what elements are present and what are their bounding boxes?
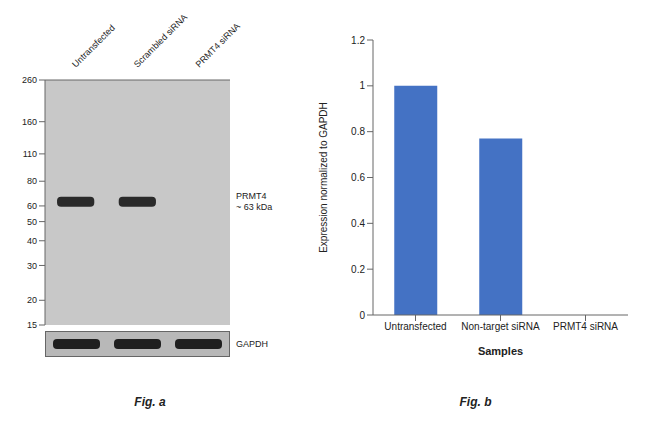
svg-text:0.8: 0.8 bbox=[351, 126, 365, 137]
svg-text:1: 1 bbox=[359, 80, 365, 91]
svg-text:0.6: 0.6 bbox=[351, 172, 365, 183]
svg-text:20: 20 bbox=[27, 295, 37, 305]
html-text:GAPDH: GAPDH bbox=[236, 339, 268, 349]
svg-text:80: 80 bbox=[27, 176, 37, 186]
svg-text:0: 0 bbox=[359, 310, 365, 321]
svg-text:160: 160 bbox=[22, 117, 37, 127]
svg-text:50: 50 bbox=[27, 217, 37, 227]
svg-text:60: 60 bbox=[27, 201, 37, 211]
svg-text:15: 15 bbox=[27, 320, 37, 330]
svg-text:Untransfected: Untransfected bbox=[70, 23, 117, 70]
svg-text:Samples: Samples bbox=[478, 345, 523, 357]
svg-text:Expression normalized to GAPDH: Expression normalized to GAPDH bbox=[318, 102, 329, 253]
svg-text:PRMT4~ 63 kDa: PRMT4~ 63 kDa bbox=[236, 191, 272, 212]
svg-text:PRMT4 siRNA: PRMT4 siRNA bbox=[194, 21, 242, 69]
svg-text:Untransfected: Untransfected bbox=[384, 321, 446, 332]
svg-text:0.4: 0.4 bbox=[351, 218, 365, 229]
svg-text:110: 110 bbox=[23, 149, 37, 159]
svg-text:0.2: 0.2 bbox=[351, 264, 365, 275]
svg-text:1.2: 1.2 bbox=[351, 35, 365, 46]
svg-text:30: 30 bbox=[27, 261, 37, 271]
svg-text:PRMT4 siRNA: PRMT4 siRNA bbox=[553, 321, 618, 332]
svg-text:Non-target siRNA: Non-target siRNA bbox=[461, 321, 540, 332]
html-text:Fig. a: Fig. a bbox=[134, 395, 166, 409]
svg-text:260: 260 bbox=[22, 75, 37, 85]
html-text:Fig. b: Fig. b bbox=[459, 395, 492, 409]
svg-text:40: 40 bbox=[27, 236, 37, 246]
svg-text:Scrambled siRNA: Scrambled siRNA bbox=[132, 12, 189, 69]
